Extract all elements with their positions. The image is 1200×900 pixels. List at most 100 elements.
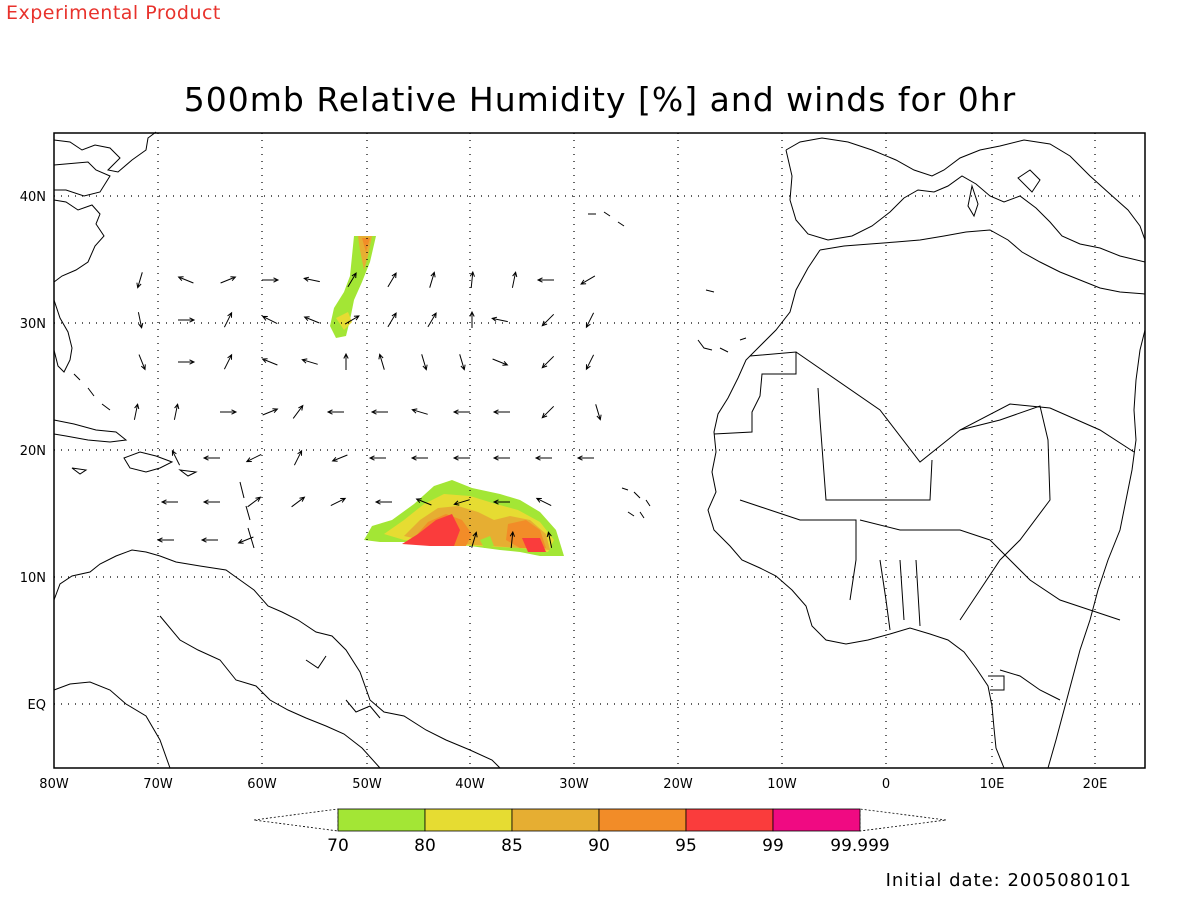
wind-arrow xyxy=(262,277,280,283)
y-tick-label: 40N xyxy=(20,190,46,205)
wind-arrow xyxy=(177,276,194,284)
colorbar-right-extension xyxy=(859,808,947,832)
y-tick-label: 30N xyxy=(20,317,46,332)
wind-arrow xyxy=(427,312,437,328)
y-tick-label: 10N xyxy=(20,571,46,586)
wind-arrow xyxy=(262,408,279,416)
wind-arrow xyxy=(301,358,318,365)
colorbar-label: 80 xyxy=(414,836,436,856)
wind-arrow xyxy=(261,315,278,325)
colorbar-swatch xyxy=(337,808,426,832)
wind-arrow xyxy=(452,409,470,415)
colorbar-swatch xyxy=(685,808,774,832)
wind-arrow xyxy=(534,455,552,461)
y-axis: 40N 30N 20N 10N EQ xyxy=(20,190,46,713)
initial-date: Initial date: 2005080101 xyxy=(885,870,1132,891)
wind-arrow xyxy=(421,354,428,371)
colorbar-label: 99 xyxy=(762,836,784,856)
wind-arrow xyxy=(387,312,397,328)
colorbar-label: 70 xyxy=(327,836,349,856)
wind-arrow xyxy=(173,403,180,420)
x-tick-label: 70W xyxy=(143,777,173,792)
wind-arrow xyxy=(331,454,348,462)
wind-arrow xyxy=(247,496,262,508)
wind-arrow xyxy=(136,272,143,289)
wind-arrow xyxy=(137,312,144,329)
color-bar: 70 80 85 90 95 99 99.999 xyxy=(253,808,947,856)
x-tick-label: 60W xyxy=(247,777,277,792)
experimental-product-label: Experimental Product xyxy=(6,2,221,24)
wind-arrow xyxy=(492,409,510,415)
colorbar-swatch xyxy=(424,808,513,832)
wind-arrow xyxy=(293,449,303,466)
humidity-shading xyxy=(330,236,564,556)
wind-arrow xyxy=(492,358,509,366)
wind-arrow xyxy=(429,271,436,288)
wind-vectors xyxy=(133,270,602,549)
wind-arrow xyxy=(178,359,196,365)
wind-arrow xyxy=(469,270,475,289)
colorbar-swatch xyxy=(772,808,861,832)
wind-arrow xyxy=(410,455,428,461)
wind-arrow xyxy=(511,271,518,288)
wind-arrow xyxy=(347,272,357,288)
wind-arrow xyxy=(245,453,262,463)
colorbar-label: 95 xyxy=(675,836,697,856)
map-frame xyxy=(53,132,1146,769)
colorbar-label: 99.999 xyxy=(830,836,889,856)
wind-arrow xyxy=(291,496,306,508)
wind-arrow xyxy=(200,537,218,543)
wind-arrow xyxy=(223,353,233,370)
wind-arrow xyxy=(368,455,386,461)
wind-arrow xyxy=(509,530,515,549)
x-tick-label: 20W xyxy=(663,777,693,792)
wind-arrow xyxy=(303,276,320,283)
wind-arrow xyxy=(541,355,555,369)
wind-arrow xyxy=(202,455,220,461)
x-tick-label: 80W xyxy=(39,777,69,792)
wind-arrow xyxy=(292,404,304,419)
x-tick-label: 20E xyxy=(1083,777,1108,792)
y-tick-label: EQ xyxy=(28,698,46,713)
x-tick-label: 10W xyxy=(767,777,797,792)
wind-arrow xyxy=(453,499,470,506)
wind-arrow xyxy=(344,315,360,325)
wind-arrow xyxy=(585,312,595,329)
wind-arrow xyxy=(261,358,278,366)
wind-arrow xyxy=(133,403,140,420)
wind-arrow xyxy=(237,536,254,544)
wind-arrow xyxy=(171,449,181,466)
wind-arrow xyxy=(415,498,432,506)
y-tick-label: 20N xyxy=(20,444,46,459)
wind-arrow xyxy=(541,405,555,419)
wind-arrow xyxy=(459,354,466,371)
colorbar-label: 85 xyxy=(501,836,523,856)
wind-arrow xyxy=(536,277,554,283)
wind-arrow xyxy=(411,408,428,415)
colorbar-left-extension xyxy=(253,808,339,832)
wind-arrow xyxy=(370,409,388,415)
grid-lines xyxy=(54,133,1145,768)
colorbar-label: 90 xyxy=(588,836,610,856)
wind-arrow xyxy=(326,409,344,415)
wind-arrow xyxy=(471,531,478,548)
wind-arrow xyxy=(223,311,233,328)
wind-arrow xyxy=(378,353,385,370)
wind-arrow xyxy=(492,499,510,505)
x-tick-label: 10E xyxy=(980,777,1005,792)
wind-arrow xyxy=(160,499,178,505)
wind-arrow xyxy=(492,455,510,461)
wind-arrow xyxy=(576,455,594,461)
x-tick-label: 50W xyxy=(352,777,382,792)
wind-arrow xyxy=(387,272,397,288)
wind-arrow xyxy=(541,313,555,327)
coastlines xyxy=(53,131,1146,769)
wind-arrow xyxy=(585,354,595,371)
colorbar-swatch xyxy=(598,808,687,832)
wind-arrow xyxy=(491,316,508,323)
colorbar-swatch xyxy=(511,808,600,832)
wind-arrow xyxy=(303,316,320,324)
wind-arrow xyxy=(535,497,552,507)
wind-arrow xyxy=(374,499,392,505)
wind-arrow xyxy=(220,409,238,415)
